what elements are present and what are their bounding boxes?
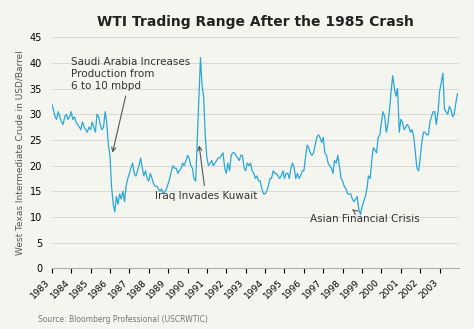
Y-axis label: West Texas Intermediate Crude in USD/Barrel: West Texas Intermediate Crude in USD/Bar…: [15, 50, 24, 255]
Text: Asian Financial Crisis: Asian Financial Crisis: [310, 210, 419, 224]
Text: Iraq Invades Kuwait: Iraq Invades Kuwait: [155, 146, 257, 201]
Text: Source: Bloomberg Professional (USCRWTIC): Source: Bloomberg Professional (USCRWTIC…: [38, 316, 208, 324]
Text: Saudi Arabia Increases
Production from
6 to 10 mbpd: Saudi Arabia Increases Production from 6…: [71, 57, 191, 151]
Title: WTI Trading Range After the 1985 Crash: WTI Trading Range After the 1985 Crash: [97, 15, 414, 29]
